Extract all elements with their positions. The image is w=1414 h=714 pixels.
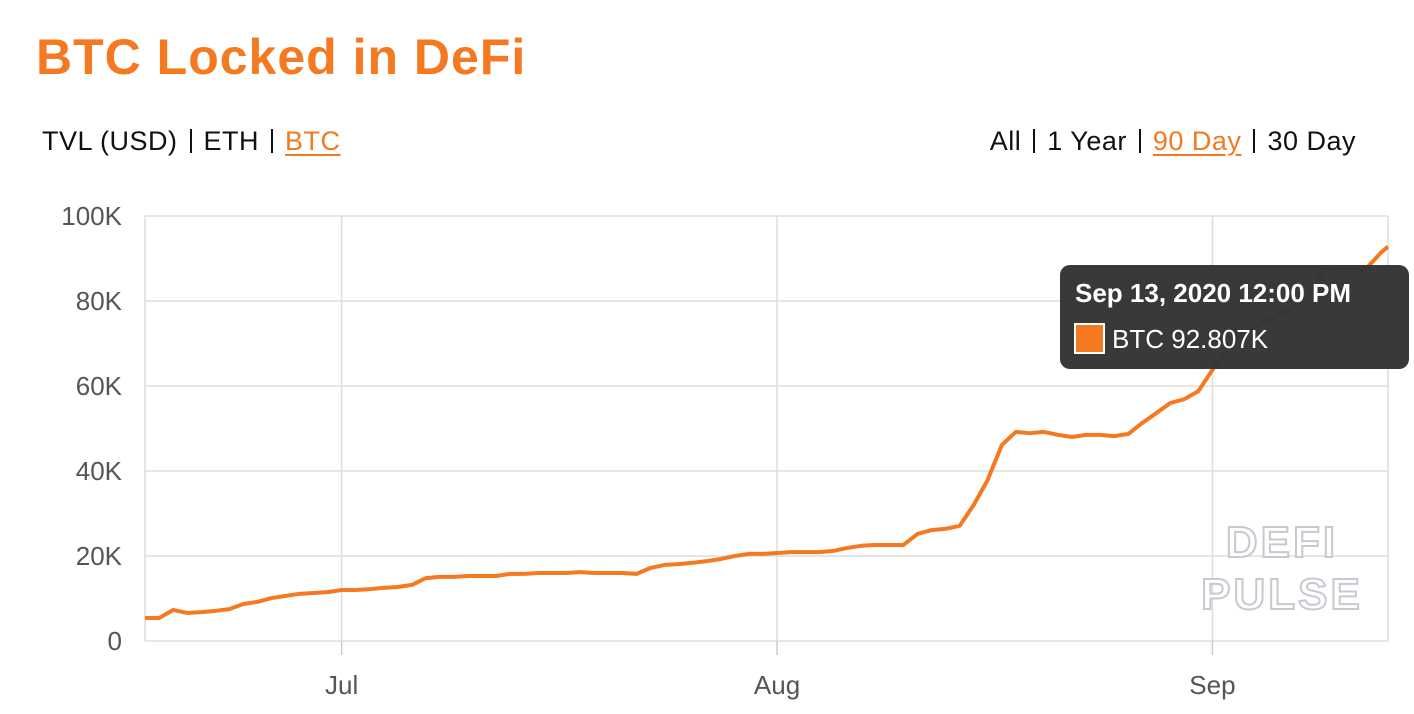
watermark-text: PULSE [1201,570,1363,619]
toggle-option[interactable]: 1 Year [1047,126,1127,156]
separator [1033,129,1036,153]
toggle-option[interactable]: ETH [203,126,260,156]
toggle-option[interactable]: 30 Day [1267,126,1356,156]
toggle-option[interactable]: TVL (USD) [42,126,178,156]
y-tick-label: 40K [76,456,123,486]
tooltip-value: BTC 92.807K [1112,324,1269,354]
y-tick-label: 60K [76,371,123,401]
y-tick-label: 80K [76,286,123,316]
toggle-option[interactable]: 90 Day [1152,126,1242,156]
separator [1253,129,1256,153]
toggle-option[interactable]: All [989,126,1022,156]
tooltip-swatch [1074,323,1105,354]
metric-toggles: TVL (USD) ETH BTC [42,126,341,157]
tooltip: Sep 13, 2020 12:00 PM BTC 92.807K [1060,265,1409,369]
data-line [145,245,1390,621]
tooltip-title: Sep 13, 2020 12:00 PM [1075,278,1351,308]
y-tick-label: 100K [61,201,122,231]
separator [189,129,192,153]
tooltip-box [1060,265,1409,369]
range-toggles: All 1 Year 90 Day 30 Day [990,126,1356,157]
x-tick-label: Aug [754,670,800,700]
tooltip-value-label: 92.807K [1171,324,1269,354]
y-tick-label: 20K [76,541,123,571]
toggle-option[interactable]: BTC [285,126,341,156]
chart-title: BTC Locked in DeFi [36,29,527,85]
x-tick-label: Jul [325,670,358,700]
x-tick-label: Sep [1189,670,1235,700]
watermark-text: DEFI [1226,518,1338,567]
separator [1138,129,1141,153]
tooltip-series-name: BTC [1112,324,1164,354]
y-tick-label: 0 [108,626,122,656]
separator [271,129,274,153]
